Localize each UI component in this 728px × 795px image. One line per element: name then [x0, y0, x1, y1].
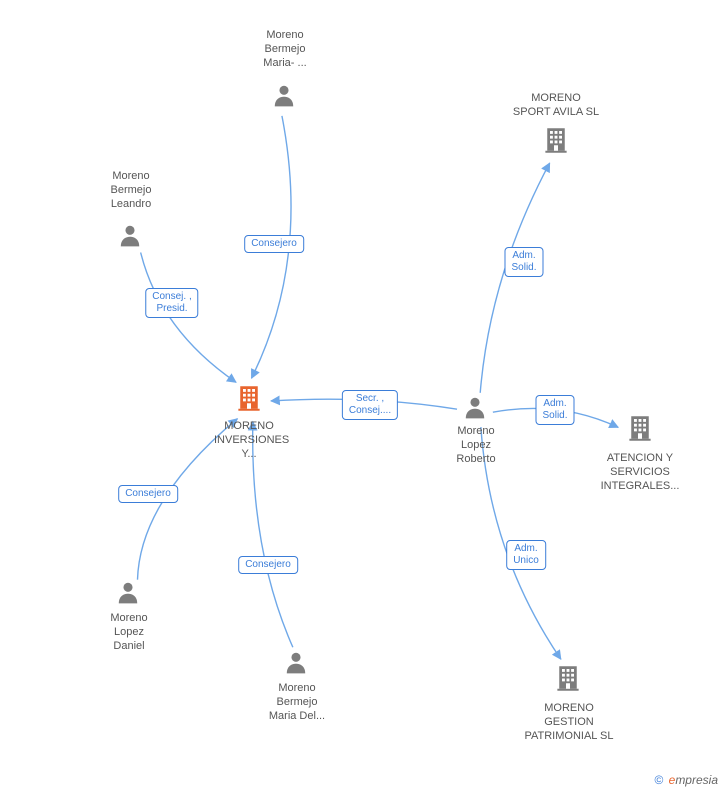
edge-label: Consejero [244, 235, 304, 253]
person-icon[interactable] [115, 580, 141, 611]
node-label: MORENO GESTION PATRIMONIAL SL [520, 702, 618, 743]
building-icon[interactable] [234, 383, 264, 418]
brand-rest: mpresia [675, 773, 718, 787]
building-icon[interactable] [541, 125, 571, 160]
node-label: MORENO SPORT AVILA SL [508, 92, 604, 120]
node-label: Moreno Bermejo Maria- ... [258, 29, 312, 70]
node-label: MORENO INVERSIONES Y... [214, 420, 284, 461]
copyright-symbol: © [654, 773, 663, 787]
edge-label: Consej. , Presid. [145, 288, 198, 318]
node-label: Moreno Lopez Roberto [452, 425, 500, 466]
node-label: Moreno Bermejo Maria Del... [268, 682, 326, 723]
edge-label: Adm. Unico [506, 540, 546, 570]
edge-label: Adm. Solid. [504, 247, 543, 277]
footer-branding: © empresia [654, 773, 718, 787]
edge-label: Consejero [118, 485, 178, 503]
edge-label: Consejero [238, 556, 298, 574]
edge [480, 163, 549, 393]
edge-label: Adm. Solid. [535, 395, 574, 425]
person-icon[interactable] [283, 650, 309, 681]
person-icon[interactable] [271, 83, 297, 114]
node-label: Moreno Lopez Daniel [109, 612, 149, 653]
node-label: Moreno Bermejo Leandro [105, 170, 157, 211]
building-icon[interactable] [553, 663, 583, 698]
building-icon[interactable] [625, 413, 655, 448]
node-label: ATENCION Y SERVICIOS INTEGRALES... [598, 452, 682, 493]
person-icon[interactable] [117, 223, 143, 254]
person-icon[interactable] [462, 395, 488, 426]
edge-label: Secr. , Consej.... [342, 390, 398, 420]
